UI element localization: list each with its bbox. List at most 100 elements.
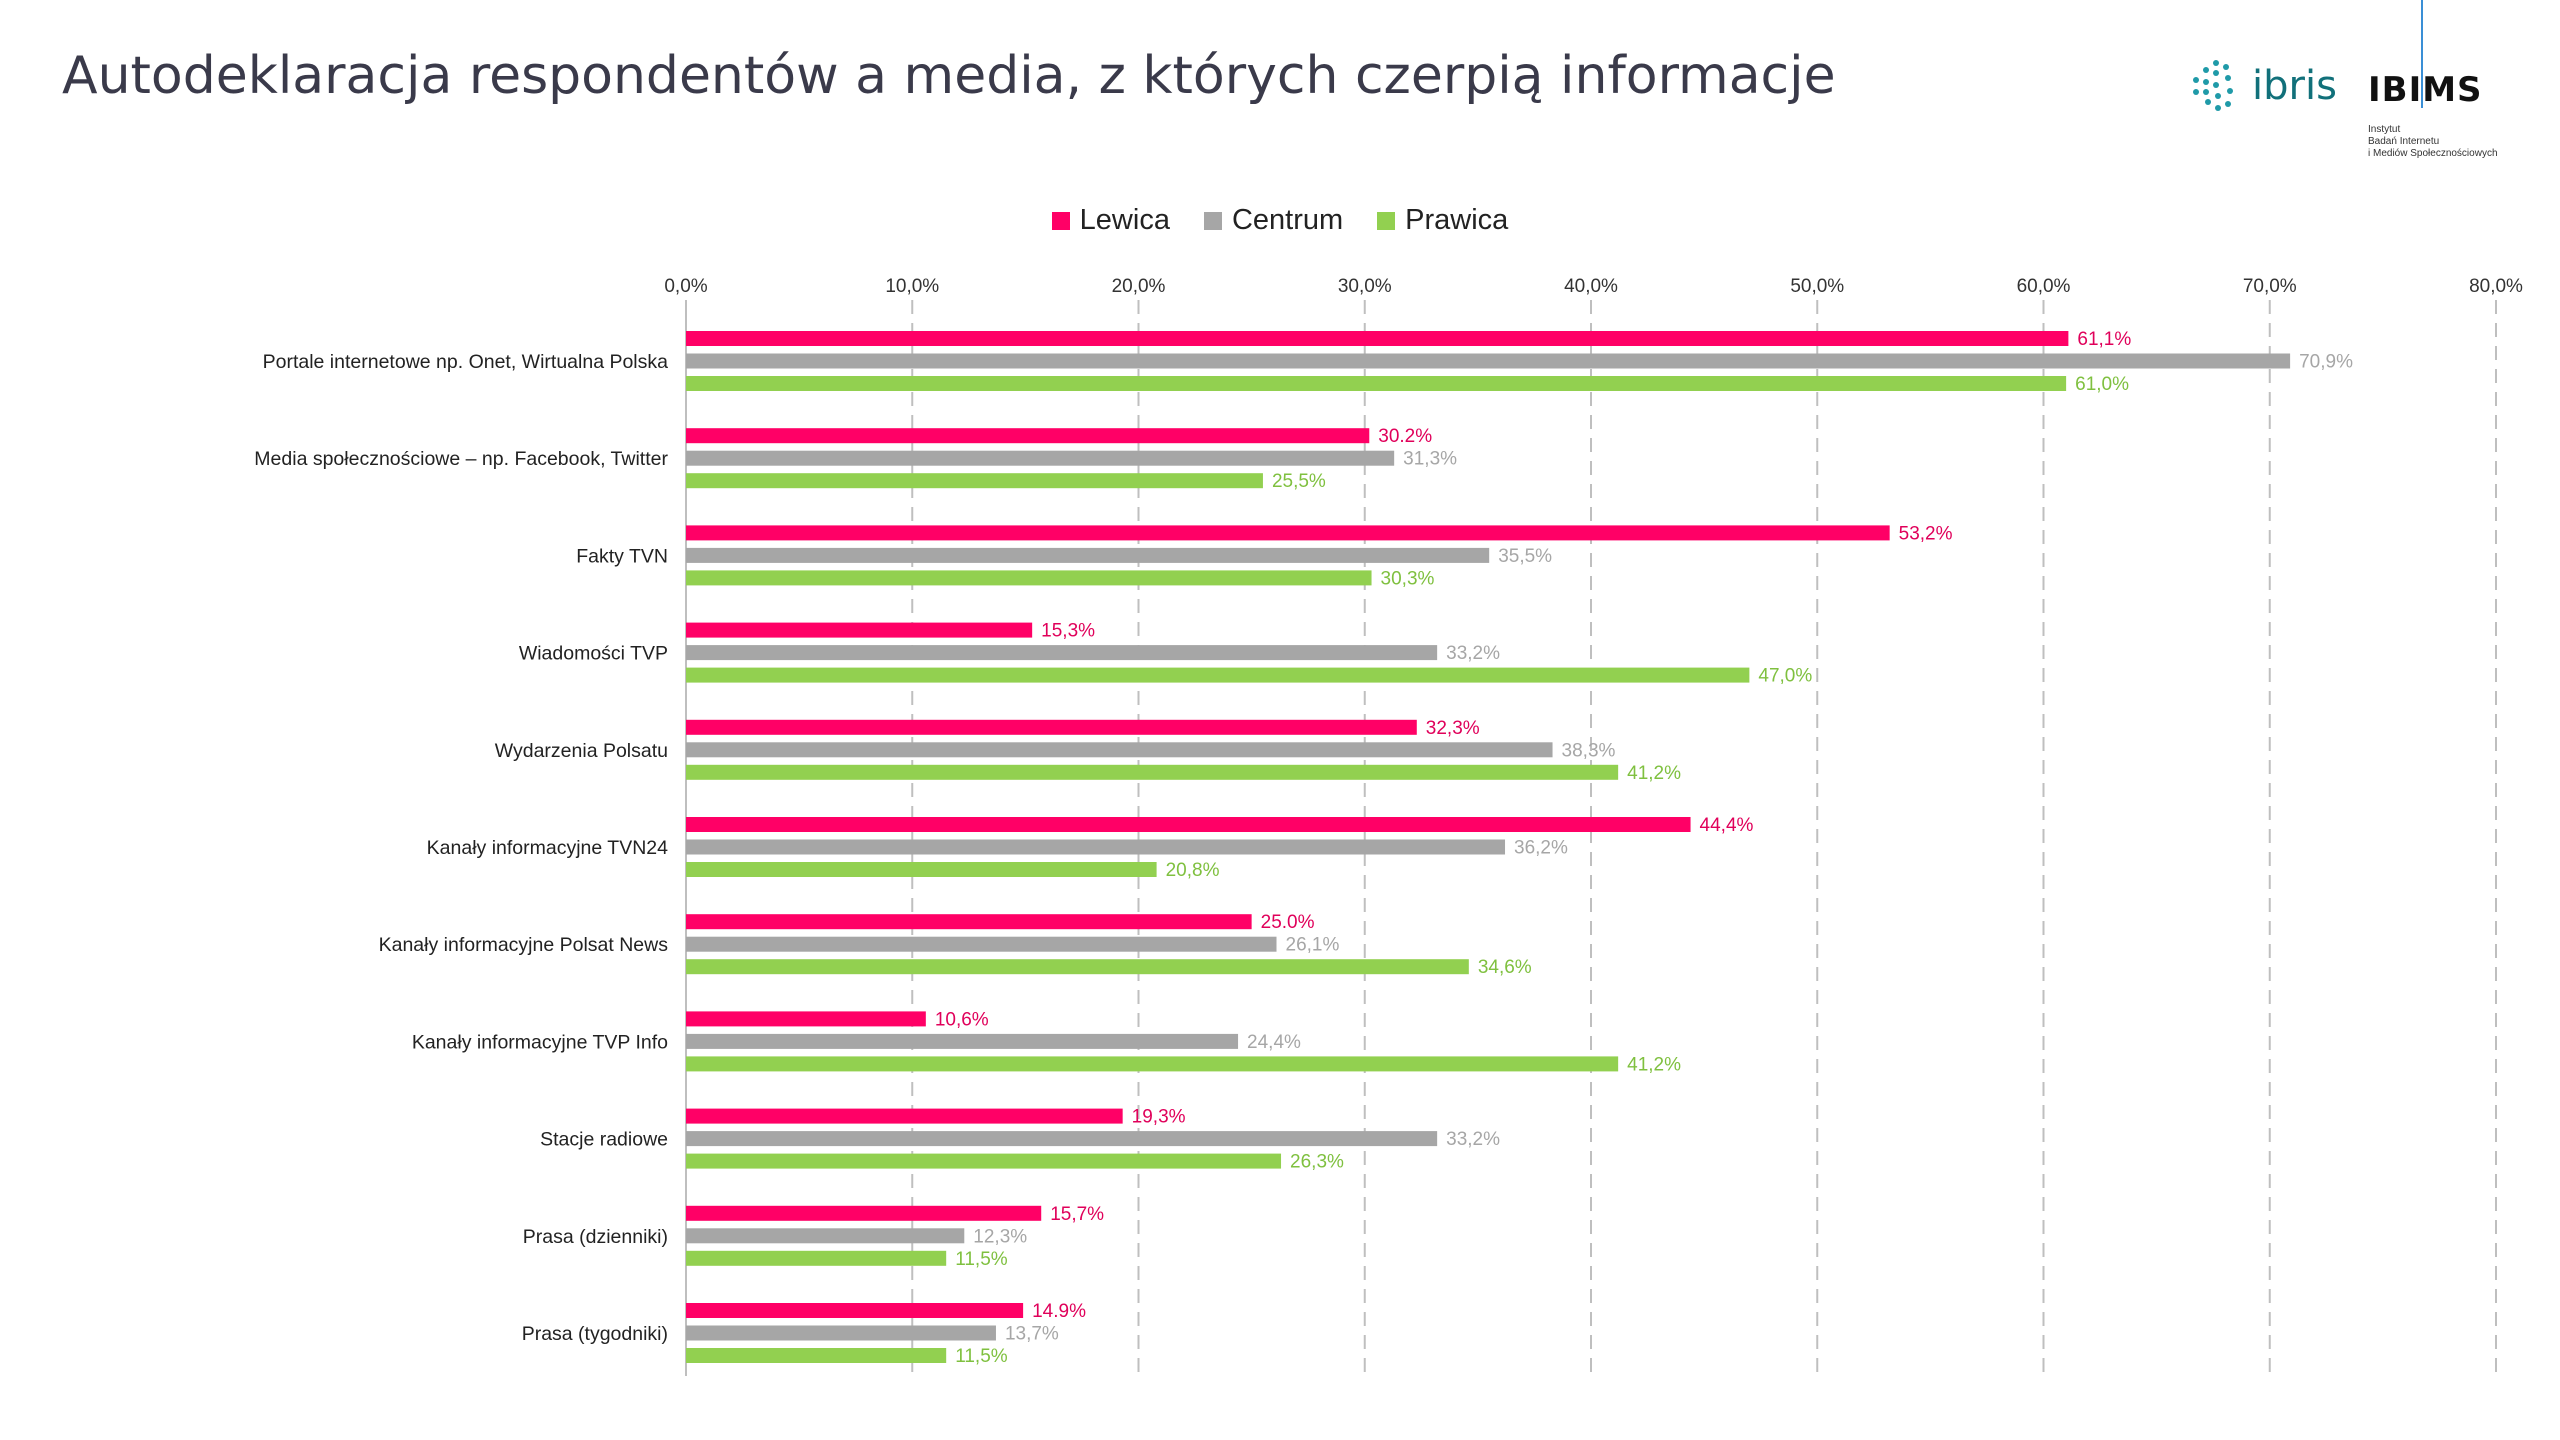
bar-centrum (686, 353, 2291, 369)
legend-swatch-centrum (1203, 211, 1222, 230)
data-label: 15,3% (1041, 621, 1095, 642)
legend-label-lewica: Lewica (1079, 204, 1170, 236)
category-label: Media społecznościowe – np. Facebook, Tw… (254, 448, 668, 470)
legend-item-lewica: Lewica (1051, 204, 1170, 237)
x-tick-label: 0,0% (664, 276, 707, 297)
data-label: 33,2% (1446, 643, 1500, 664)
data-label: 12,3% (973, 1226, 1027, 1247)
category-label: Stacje radiowe (540, 1129, 668, 1151)
data-label: 19,3% (1132, 1107, 1186, 1128)
bar-centrum (686, 742, 1553, 758)
bar-lewica (686, 1205, 1042, 1221)
category-label: Prasa (tygodniki) (522, 1323, 668, 1345)
data-label: 70,9% (2299, 352, 2353, 373)
legend-swatch-lewica (1051, 211, 1070, 230)
bar-lewica (686, 1108, 1123, 1124)
bar-lewica (686, 331, 2069, 346)
accent-line (2421, 0, 2423, 108)
chart-legend: Lewica Centrum Prawica (0, 204, 2560, 237)
data-label: 15,7% (1050, 1204, 1104, 1225)
bar-centrum (686, 936, 1277, 952)
bar-centrum (686, 1033, 1239, 1049)
data-label: 53,2% (1899, 523, 1953, 544)
category-label: Wydarzenia Polsatu (495, 740, 668, 762)
bar-lewica (686, 1303, 1024, 1318)
bar-lewica (686, 817, 1691, 832)
data-label: 20,8% (1166, 860, 1220, 881)
bar-prawica (686, 764, 1619, 780)
category-label: Wiadomości TVP (519, 643, 668, 665)
legend-label-prawica: Prawica (1405, 204, 1509, 236)
bar-centrum (686, 547, 1490, 563)
data-label: 31,3% (1403, 449, 1457, 470)
bar-prawica (686, 376, 2067, 391)
data-label: 25,5% (1272, 471, 1326, 492)
page-title: Autodeklaracja respondentów a media, z k… (62, 46, 1836, 106)
data-label: 26,3% (1290, 1152, 1344, 1173)
data-label: 36,2% (1514, 838, 1568, 859)
bar-prawica (686, 570, 1372, 586)
bar-prawica (686, 1153, 1282, 1169)
bar-lewica (686, 914, 1252, 930)
x-tick-label: 40,0% (1564, 276, 1618, 297)
bar-lewica (686, 525, 1890, 541)
x-tick-label: 60,0% (2017, 276, 2071, 297)
x-tick-label: 50,0% (1790, 276, 1844, 297)
legend-label-centrum: Centrum (1231, 204, 1344, 236)
bar-centrum (686, 1131, 1438, 1147)
data-label: 26,1% (1286, 935, 1340, 956)
bar-prawica (686, 959, 1469, 975)
ibims-logo: IBIMS Instytut Badań Internetu i Mediów … (2368, 70, 2498, 160)
data-label: 34,6% (1478, 957, 1532, 978)
data-label: 35,5% (1498, 546, 1552, 567)
ibris-dots-icon (2193, 60, 2233, 111)
data-label: 11,5% (955, 1346, 1008, 1367)
legend-item-centrum: Centrum (1203, 204, 1344, 237)
legend-item-prawica: Prawica (1377, 204, 1508, 237)
data-label: 30.2% (1378, 426, 1432, 447)
bar-lewica (686, 719, 1417, 735)
x-tick-label: 10,0% (885, 276, 939, 297)
data-label: 61,0% (2075, 374, 2129, 395)
data-label: 11,5% (955, 1249, 1008, 1270)
data-label: 33,2% (1446, 1129, 1500, 1150)
bar-centrum (686, 839, 1506, 855)
data-label: 24,4% (1247, 1032, 1301, 1053)
legend-swatch-prawica (1377, 211, 1396, 230)
bar-centrum (686, 450, 1395, 466)
x-tick-label: 80,0% (2469, 276, 2523, 297)
data-label: 47,0% (1758, 666, 1812, 687)
bar-prawica (686, 1348, 947, 1363)
bar-prawica (686, 1250, 947, 1266)
x-tick-label: 20,0% (1112, 276, 1166, 297)
category-label: Portale internetowe np. Onet, Wirtualna … (263, 351, 669, 373)
bar-centrum (686, 645, 1438, 661)
ibims-logo-subtitle: Instytut Badań Internetu i Mediów Społec… (2368, 124, 2498, 159)
category-label: Fakty TVN (576, 545, 668, 567)
ibris-logo-text: ibris (2252, 63, 2337, 109)
data-label: 41,2% (1627, 763, 1681, 784)
data-label: 13,7% (1005, 1324, 1059, 1345)
category-label: Kanały informacyjne TVP Info (412, 1031, 668, 1053)
bar-prawica (686, 473, 1263, 489)
x-tick-label: 70,0% (2243, 276, 2297, 297)
category-label: Kanały informacyjne TVN24 (427, 837, 668, 859)
bar-centrum (686, 1228, 965, 1244)
bar-prawica (686, 1056, 1619, 1072)
x-tick-label: 30,0% (1338, 276, 1392, 297)
data-label: 32,3% (1426, 718, 1480, 739)
bar-centrum (686, 1325, 996, 1341)
data-label: 41,2% (1627, 1054, 1681, 1075)
category-label: Kanały informacyjne Polsat News (379, 934, 669, 956)
bar-prawica (686, 862, 1157, 877)
ibris-logo: ibris (2190, 58, 2337, 114)
category-label: Prasa (dzienniki) (523, 1226, 668, 1248)
data-label: 30,3% (1381, 568, 1435, 589)
data-label: 25.0% (1261, 912, 1315, 933)
data-label: 38,3% (1562, 740, 1616, 761)
data-label: 10,6% (935, 1009, 989, 1030)
ibims-logo-text: IBIMS (2368, 70, 2483, 110)
data-label: 61,1% (2077, 329, 2131, 350)
data-label: 14.9% (1032, 1301, 1086, 1322)
